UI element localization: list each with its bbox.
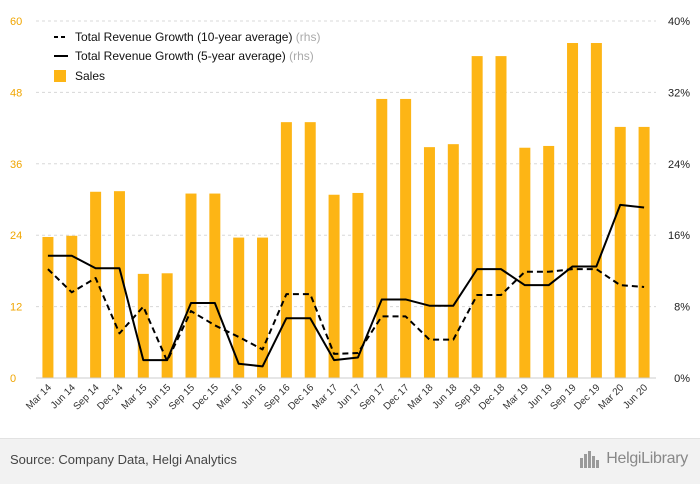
sales-bar: [113, 191, 125, 378]
grid-lines: [36, 20, 656, 308]
legend-rhs-suffix: (rhs): [286, 49, 314, 63]
left-tick-label: 24: [10, 230, 22, 242]
legend: Total Revenue Growth (10-year average) (…: [54, 30, 320, 83]
right-axis: 0% 8% 16% 24% 32% 40%: [668, 16, 690, 385]
x-tick-label: Dec 15: [191, 382, 221, 412]
sales-bar: [638, 126, 650, 378]
sales-bar: [447, 144, 459, 378]
sales-bar: [280, 122, 292, 379]
legend-label: Total Revenue Growth (10-year average) (…: [75, 30, 320, 44]
sales-bar: [233, 237, 245, 378]
sales-bar: [209, 193, 221, 378]
sales-bar: [614, 126, 626, 378]
left-tick-label: 36: [10, 159, 22, 171]
left-tick-label: 48: [10, 87, 22, 99]
legend-rhs-suffix: (rhs): [292, 30, 320, 44]
x-tick-label: Mar 20: [597, 382, 627, 412]
sales-bar: [376, 98, 388, 378]
footer: Source: Company Data, Helgi Analytics He…: [0, 438, 700, 484]
sales-bar: [519, 147, 531, 378]
x-tick-label: Mar 16: [215, 382, 245, 412]
sales-bar: [90, 191, 102, 378]
right-tick-label: 8%: [674, 302, 690, 314]
x-tick-label: Mar 19: [501, 382, 531, 412]
growth-5y-line: [47, 203, 645, 368]
x-tick-label: Dec 16: [286, 382, 316, 412]
legend-label: Sales: [75, 69, 105, 83]
brand-name: HelgiLibrary: [606, 450, 688, 467]
x-tick-label: Jun 20: [621, 382, 650, 411]
x-tick-label: Mar 14: [24, 382, 54, 412]
sales-bars: [42, 43, 650, 379]
legend-swatch-sales: [54, 70, 66, 82]
sales-bar: [42, 236, 54, 378]
sales-bar: [423, 147, 435, 378]
sales-bar: [161, 273, 173, 378]
left-tick-label: 12: [10, 302, 22, 314]
legend-label: Total Revenue Growth (5-year average) (r…: [75, 49, 314, 63]
city-skyline-icon: [580, 451, 600, 468]
sales-bar: [328, 194, 340, 378]
sales-bar: [137, 273, 149, 378]
sales-bar: [495, 56, 507, 378]
sales-bar: [543, 145, 555, 378]
x-tick-label: Mar 15: [120, 382, 150, 412]
x-tick-label: Dec 19: [572, 382, 602, 412]
source-note: Source: Company Data, Helgi Analytics: [10, 452, 237, 467]
x-tick-label: Dec 18: [477, 382, 507, 412]
left-axis: 0 12 24 36 48 60: [10, 16, 22, 385]
sales-bar: [567, 43, 579, 378]
growth-lines: [47, 203, 645, 368]
x-tick-label: Mar 17: [310, 382, 340, 412]
sales-bar: [185, 193, 197, 378]
right-tick-label: 16%: [668, 230, 690, 242]
left-tick-label: 60: [10, 16, 22, 28]
right-tick-label: 40%: [668, 16, 690, 28]
right-tick-label: 24%: [668, 159, 690, 171]
x-tick-label: Mar 18: [406, 382, 436, 412]
sales-bar: [471, 56, 483, 378]
left-tick-label: 0: [10, 373, 16, 385]
sales-bar: [304, 122, 316, 379]
sales-bar: [257, 237, 269, 378]
x-tick-label: Dec 17: [382, 382, 412, 412]
x-tick-label: Dec 14: [95, 382, 125, 412]
brand[interactable]: HelgiLibrary: [579, 450, 688, 468]
growth-10y-line: [47, 268, 645, 363]
right-tick-label: 32%: [668, 87, 690, 99]
sales-bar: [352, 192, 364, 378]
right-tick-label: 0%: [674, 373, 690, 385]
sales-bar: [590, 43, 602, 378]
sales-bar: [400, 98, 412, 378]
sales-bar: [66, 235, 78, 378]
